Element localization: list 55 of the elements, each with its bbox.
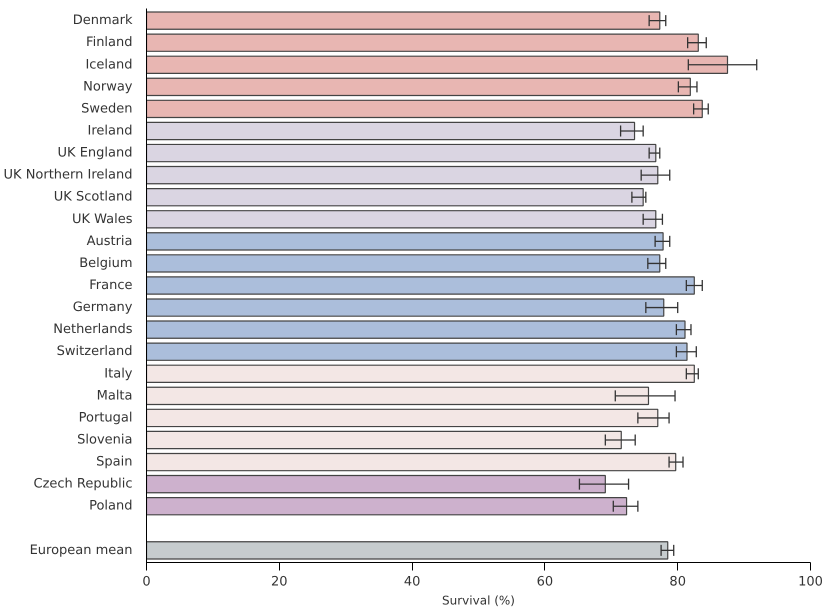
bar xyxy=(146,364,695,383)
y-tick-label: Portugal xyxy=(78,410,133,426)
y-tick-label: Switzerland xyxy=(56,344,133,360)
y-tick-label: Austria xyxy=(86,234,133,249)
bar xyxy=(146,386,650,406)
bar xyxy=(146,452,676,472)
y-tick-label: Iceland xyxy=(85,57,133,72)
y-tick-label: UK Scotland xyxy=(54,190,133,205)
y-tick-label: Norway xyxy=(83,79,133,94)
bar xyxy=(146,276,695,295)
bar xyxy=(146,298,664,317)
y-tick-label: Finland xyxy=(86,35,132,50)
y-tick-label: UK Wales xyxy=(72,212,133,227)
bar xyxy=(146,78,691,96)
bar xyxy=(146,497,628,516)
x-axis-title: Survival (%) xyxy=(442,594,515,608)
bar xyxy=(146,166,658,184)
bar xyxy=(146,34,699,52)
bar xyxy=(146,210,656,228)
bar xyxy=(146,144,656,162)
y-tick-label: Czech Republic xyxy=(34,476,133,492)
bar xyxy=(146,474,606,494)
bar xyxy=(146,122,636,140)
y-tick-label: Sweden xyxy=(81,101,133,116)
bar xyxy=(146,254,660,273)
y-tick-label: UK Northern Ireland xyxy=(4,168,133,183)
x-tick-label: 40 xyxy=(404,574,420,590)
y-tick-label: Italy xyxy=(104,366,133,382)
bar xyxy=(146,342,688,361)
bar xyxy=(146,320,686,339)
y-tick-label: Netherlands xyxy=(53,322,133,338)
bar xyxy=(146,232,664,251)
x-tick-label: 80 xyxy=(669,574,686,590)
bar xyxy=(146,430,622,450)
y-tick-label: Ireland xyxy=(88,124,133,138)
bar xyxy=(146,541,668,560)
y-tick-label: Slovenia xyxy=(77,432,132,448)
bar xyxy=(146,56,728,74)
y-tick-label: Belgium xyxy=(79,256,132,271)
y-tick-label: France xyxy=(89,278,133,293)
y-tick-label: Poland xyxy=(89,498,133,514)
bar xyxy=(146,408,658,428)
x-tick-label: 20 xyxy=(271,574,288,590)
bar xyxy=(146,11,660,30)
y-tick-label: European mean xyxy=(30,542,132,558)
bar xyxy=(146,188,644,206)
y-tick-label: Denmark xyxy=(72,13,133,28)
x-tick-label: 100 xyxy=(798,574,823,590)
y-tick-label: Germany xyxy=(72,300,133,316)
bar xyxy=(146,100,703,118)
y-tick-label: Malta xyxy=(96,388,132,404)
y-tick-label: Spain xyxy=(96,454,133,470)
x-tick-label: 60 xyxy=(536,574,554,590)
y-tick-label: UK England xyxy=(58,146,133,161)
x-tick-label: 0 xyxy=(142,574,151,590)
